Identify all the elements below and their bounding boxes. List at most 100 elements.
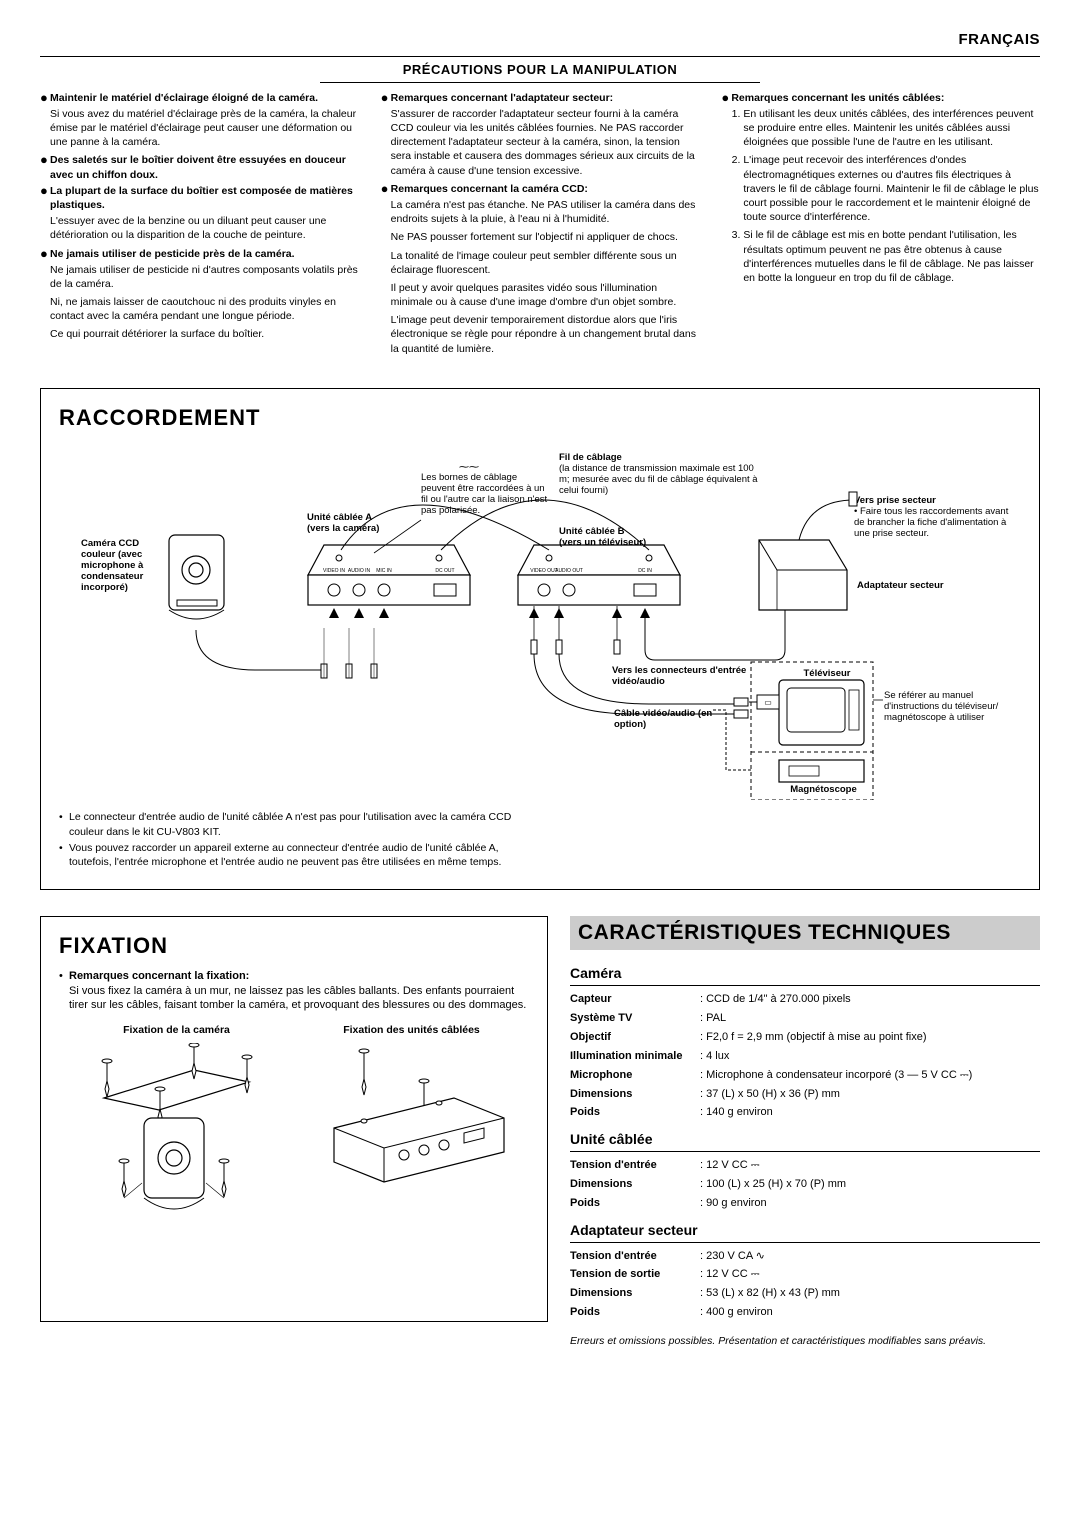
unit-a-label: Unité câblée A (vers la caméra) <box>307 512 417 534</box>
fixation-title: FIXATION <box>59 931 529 961</box>
raccordement-diagram: Caméra CCD couleur (avec microphone à co… <box>59 440 1021 800</box>
svg-text:AUDIO IN: AUDIO IN <box>348 568 371 574</box>
spec-label: Capteur <box>570 992 700 1007</box>
precaution-text: Ne jamais utiliser de pesticide ni d'aut… <box>50 263 359 291</box>
precaution-item: ●Maintenir le matériel d'éclairage éloig… <box>40 91 359 105</box>
precaution-numbered-item: L'image peut recevoir des interférences … <box>743 153 1040 224</box>
spec-value: : 230 V CA ∿ <box>700 1249 1040 1264</box>
precaution-text: Il peut y avoir quelques parasites vidéo… <box>391 281 700 309</box>
spec-row: Tension d'entrée: 230 V CA ∿ <box>570 1249 1040 1264</box>
camera-icon <box>169 535 224 619</box>
precautions-col3: ●Remarques concernant les unités câblées… <box>721 91 1040 360</box>
raccordement-notes: •Le connecteur d'entrée audio de l'unité… <box>59 810 529 869</box>
tv-note: Se référer au manuel d'instructions du t… <box>884 690 1004 723</box>
spec-value: : PAL <box>700 1011 1040 1026</box>
spec-value: : 90 g environ <box>700 1196 1040 1211</box>
svg-text:VIDEO IN: VIDEO IN <box>323 568 345 574</box>
vcr-icon <box>779 760 864 782</box>
precaution-text: L'image peut devenir temporairement dist… <box>391 313 700 356</box>
spec-value: : CCD de 1/4" à 270.000 pixels <box>700 992 1040 1007</box>
spec-label: Illumination minimale <box>570 1049 700 1064</box>
language-header: FRANÇAIS <box>40 30 1040 50</box>
precaution-item: ●Ne jamais utiliser de pesticide près de… <box>40 247 359 261</box>
cable-va-label: Câble vidéo/audio (en option) <box>614 708 734 730</box>
spec-value: : F2,0 f = 2,9 mm (objectif à mise au po… <box>700 1030 1040 1045</box>
bornes-note: Les bornes de câblage peuvent être racco… <box>421 472 551 516</box>
spec-value: : Microphone à condensateur incorporé (3… <box>700 1068 1040 1083</box>
precautions-col2: ●Remarques concernant l'adaptateur secte… <box>381 91 700 360</box>
spec-label: Poids <box>570 1105 700 1120</box>
precaution-text: Si vous avez du matériel d'éclairage prè… <box>50 107 359 150</box>
fixation-note-bold: Remarques concernant la fixation: <box>69 970 249 982</box>
prise-label: Vers prise secteur <box>854 495 1014 506</box>
fixation-caption-2: Fixation des unités câblées <box>294 1023 529 1037</box>
precautions-title: PRÉCAUTIONS POUR LA MANIPULATION <box>320 61 760 83</box>
svg-text:DC OUT: DC OUT <box>435 568 454 574</box>
spec-label: Tension d'entrée <box>570 1249 700 1264</box>
precaution-item: ●Remarques concernant la caméra CCD: <box>381 182 700 196</box>
raccordement-panel: RACCORDEMENT Caméra CCD couleur (avec mi… <box>40 388 1040 890</box>
top-rule <box>40 56 1040 57</box>
spec-row: Dimensions: 100 (L) x 25 (H) x 70 (P) mm <box>570 1177 1040 1192</box>
spec-label: Dimensions <box>570 1286 700 1301</box>
fixation-note-text: Si vous fixez la caméra à un mur, ne lai… <box>69 985 526 1012</box>
vcr-label: Magnétoscope <box>781 784 866 795</box>
spec-value: : 140 g environ <box>700 1105 1040 1120</box>
precaution-numbered-item: En utilisant les deux unités câblées, de… <box>743 107 1040 150</box>
specs-title: CARACTÉRISTIQUES TECHNIQUES <box>570 916 1040 950</box>
precautions-col1: ●Maintenir le matériel d'éclairage éloig… <box>40 91 359 360</box>
precaution-item: ●Des saletés sur le boîtier doivent être… <box>40 153 359 181</box>
precaution-item: ●Remarques concernant l'adaptateur secte… <box>381 91 700 105</box>
specs-section: CARACTÉRISTIQUES TECHNIQUES Caméra Capte… <box>570 916 1040 1348</box>
spec-row: Microphone: Microphone à condensateur in… <box>570 1068 1040 1083</box>
fixation-caption-1: Fixation de la caméra <box>59 1023 294 1037</box>
svg-text:MIC IN: MIC IN <box>376 568 392 574</box>
spec-label: Tension d'entrée <box>570 1158 700 1173</box>
precaution-text: Ne PAS pousser fortement sur l'objectif … <box>391 230 700 244</box>
tv-label: Téléviseur <box>797 668 857 679</box>
camera-label: Caméra CCD couleur (avec microphone à co… <box>81 538 166 593</box>
spec-value: : 12 V CC ⎓ <box>700 1267 1040 1282</box>
spec-label: Poids <box>570 1305 700 1320</box>
svg-text:▭: ▭ <box>764 698 772 707</box>
precaution-text: La tonalité de l'image couleur peut semb… <box>391 249 700 277</box>
adapter-label: Adaptateur secteur <box>857 580 957 591</box>
fixation-unit-diagram <box>299 1043 529 1213</box>
spec-value: : 12 V CC ⎓ <box>700 1158 1040 1173</box>
spec-label: Microphone <box>570 1068 700 1083</box>
spec-row: Dimensions: 37 (L) x 50 (H) x 36 (P) mm <box>570 1087 1040 1102</box>
svg-text:AUDIO OUT: AUDIO OUT <box>555 568 583 574</box>
spec-label: Objectif <box>570 1030 700 1045</box>
precaution-text: S'assurer de raccorder l'adaptateur sect… <box>391 107 700 178</box>
precaution-item: ●Remarques concernant les unités câblées… <box>721 91 1040 105</box>
spec-label: Dimensions <box>570 1177 700 1192</box>
raccordement-note: •Vous pouvez raccorder un appareil exter… <box>59 841 529 869</box>
tv-icon: ▭ <box>749 680 864 745</box>
precaution-text: La caméra n'est pas étanche. Ne PAS util… <box>391 198 700 226</box>
spec-row: Tension d'entrée: 12 V CC ⎓ <box>570 1158 1040 1173</box>
spec-row: Poids: 90 g environ <box>570 1196 1040 1211</box>
spec-footnote: Erreurs et omissions possibles. Présenta… <box>570 1334 1040 1348</box>
spec-value: : 4 lux <box>700 1049 1040 1064</box>
spec-value: : 100 (L) x 25 (H) x 70 (P) mm <box>700 1177 1040 1192</box>
adapter-icon <box>759 540 847 610</box>
spec-row: Tension de sortie: 12 V CC ⎓ <box>570 1267 1040 1282</box>
spec-row: Illumination minimale: 4 lux <box>570 1049 1040 1064</box>
precaution-item: ●La plupart de la surface du boîtier est… <box>40 184 359 212</box>
spec-camera-title: Caméra <box>570 964 1040 986</box>
spec-value: : 400 g environ <box>700 1305 1040 1320</box>
precaution-numbered-item: Si le fil de câblage est mis en botte pe… <box>743 228 1040 285</box>
spec-value: : 37 (L) x 50 (H) x 36 (P) mm <box>700 1087 1040 1102</box>
spec-label: Dimensions <box>570 1087 700 1102</box>
spec-unite-title: Unité câblée <box>570 1130 1040 1152</box>
spec-row: Poids: 140 g environ <box>570 1105 1040 1120</box>
raccordement-note: •Le connecteur d'entrée audio de l'unité… <box>59 810 529 838</box>
spec-row: Objectif: F2,0 f = 2,9 mm (objectif à mi… <box>570 1030 1040 1045</box>
spec-adapt-title: Adaptateur secteur <box>570 1221 1040 1243</box>
svg-text:DC IN: DC IN <box>638 568 652 574</box>
precaution-text: Ce qui pourrait détériorer la surface du… <box>50 327 359 341</box>
precautions-columns: ●Maintenir le matériel d'éclairage éloig… <box>40 91 1040 360</box>
raccordement-title: RACCORDEMENT <box>59 403 1021 433</box>
fil-sublabel: (la distance de transmission maximale es… <box>559 463 758 496</box>
precaution-text: L'essuyer avec de la benzine ou un dilua… <box>50 214 359 242</box>
